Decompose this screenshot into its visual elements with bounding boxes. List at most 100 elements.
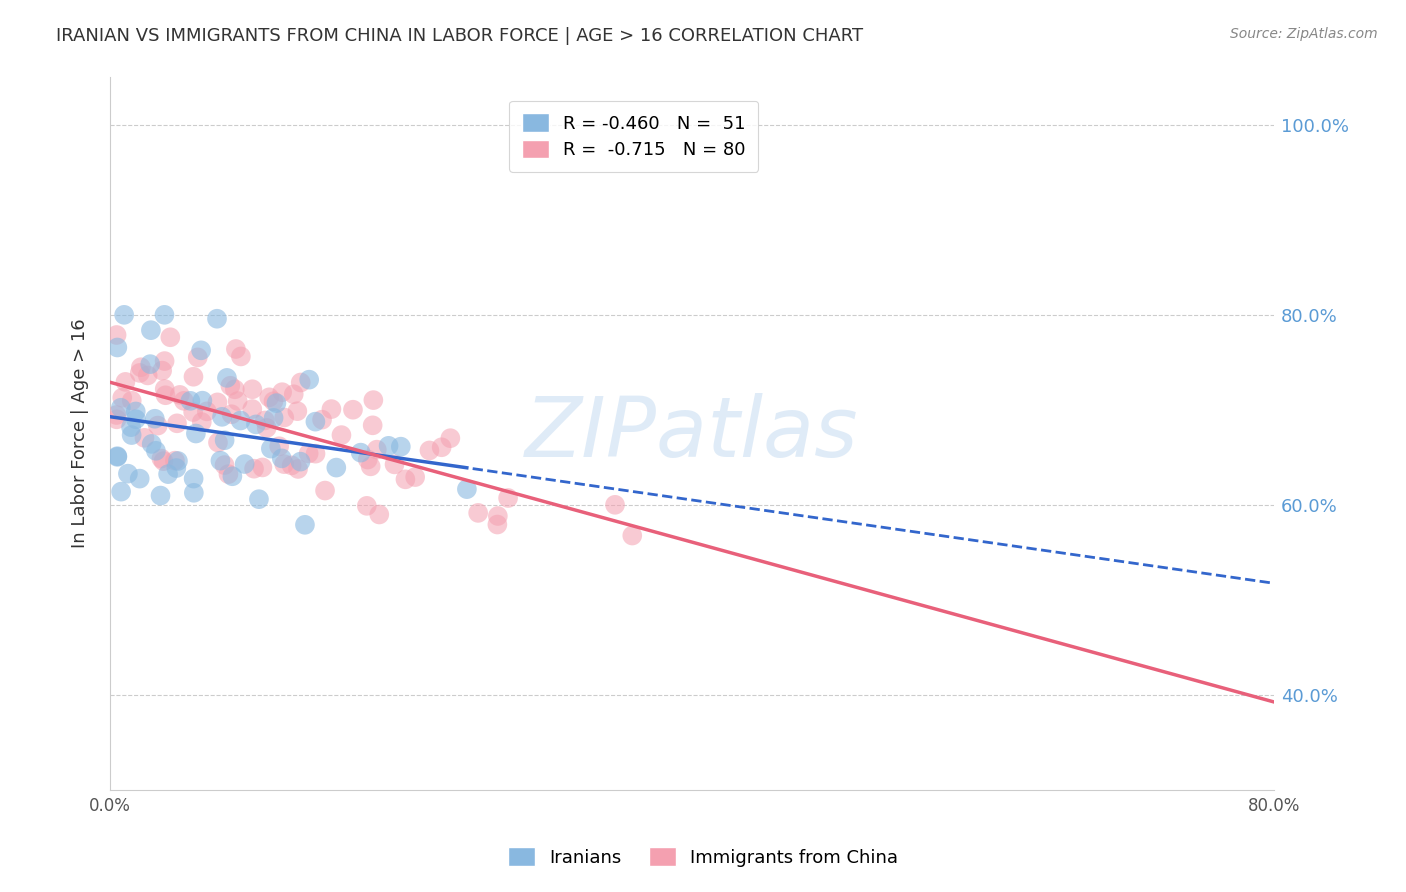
Immigrants from China bbox=[360, 459, 382, 474]
Immigrants from China bbox=[136, 368, 159, 383]
Immigrants from China bbox=[603, 498, 626, 512]
Immigrants from China bbox=[181, 405, 204, 419]
Immigrants from China bbox=[363, 393, 385, 408]
Immigrants from China bbox=[621, 528, 644, 542]
Text: ZIPatlas: ZIPatlas bbox=[526, 393, 859, 474]
Immigrants from China bbox=[418, 443, 440, 458]
Legend: Iranians, Immigrants from China: Iranians, Immigrants from China bbox=[501, 840, 905, 874]
Immigrants from China bbox=[153, 382, 176, 396]
Immigrants from China bbox=[195, 404, 218, 418]
Immigrants from China bbox=[214, 458, 236, 472]
Immigrants from China bbox=[134, 431, 156, 445]
Immigrants from China bbox=[183, 369, 205, 384]
Immigrants from China bbox=[128, 366, 150, 380]
Immigrants from China bbox=[253, 413, 276, 427]
Iranians bbox=[125, 404, 148, 418]
Immigrants from China bbox=[252, 460, 274, 475]
Iranians bbox=[165, 461, 187, 475]
Immigrants from China bbox=[430, 440, 453, 454]
Immigrants from China bbox=[169, 388, 191, 402]
Iranians bbox=[139, 323, 162, 337]
Iranians bbox=[247, 492, 270, 507]
Iranians bbox=[120, 420, 142, 434]
Immigrants from China bbox=[105, 412, 128, 426]
Immigrants from China bbox=[187, 351, 209, 365]
Legend: R = -0.460   N =  51, R =  -0.715   N = 80: R = -0.460 N = 51, R = -0.715 N = 80 bbox=[509, 101, 758, 172]
Immigrants from China bbox=[285, 404, 308, 418]
Iranians bbox=[263, 410, 285, 425]
Iranians bbox=[128, 472, 150, 486]
Iranians bbox=[260, 442, 283, 456]
Immigrants from China bbox=[114, 375, 136, 389]
Iranians bbox=[110, 401, 132, 415]
Immigrants from China bbox=[256, 421, 278, 435]
Iranians bbox=[149, 489, 172, 503]
Iranians bbox=[205, 311, 228, 326]
Iranians bbox=[294, 517, 316, 532]
Immigrants from China bbox=[229, 350, 252, 364]
Immigrants from China bbox=[304, 447, 326, 461]
Iranians bbox=[214, 434, 236, 448]
Iranians bbox=[233, 457, 256, 471]
Immigrants from China bbox=[330, 428, 353, 442]
Immigrants from China bbox=[439, 431, 461, 445]
Text: Source: ZipAtlas.com: Source: ZipAtlas.com bbox=[1230, 27, 1378, 41]
Immigrants from China bbox=[486, 508, 509, 523]
Iranians bbox=[125, 412, 148, 426]
Iranians bbox=[139, 357, 162, 371]
Iranians bbox=[141, 437, 163, 451]
Iranians bbox=[112, 308, 135, 322]
Immigrants from China bbox=[226, 394, 249, 409]
Immigrants from China bbox=[240, 402, 263, 417]
Immigrants from China bbox=[129, 360, 152, 375]
Iranians bbox=[145, 443, 167, 458]
Iranians bbox=[377, 439, 399, 453]
Immigrants from China bbox=[155, 388, 177, 402]
Iranians bbox=[179, 393, 201, 408]
Immigrants from China bbox=[271, 385, 294, 400]
Immigrants from China bbox=[384, 458, 406, 472]
Immigrants from China bbox=[257, 390, 280, 404]
Immigrants from China bbox=[321, 402, 343, 417]
Immigrants from China bbox=[153, 354, 176, 368]
Iranians bbox=[121, 428, 143, 442]
Iranians bbox=[298, 373, 321, 387]
Iranians bbox=[266, 396, 288, 410]
Immigrants from China bbox=[219, 378, 242, 392]
Immigrants from China bbox=[221, 407, 243, 421]
Immigrants from China bbox=[394, 472, 416, 486]
Immigrants from China bbox=[361, 418, 384, 433]
Immigrants from China bbox=[368, 508, 391, 522]
Immigrants from China bbox=[314, 483, 336, 498]
Immigrants from China bbox=[105, 408, 128, 422]
Immigrants from China bbox=[262, 394, 284, 409]
Iranians bbox=[105, 341, 128, 355]
Iranians bbox=[143, 411, 166, 425]
Iranians bbox=[183, 485, 205, 500]
Immigrants from China bbox=[342, 402, 364, 417]
Immigrants from China bbox=[121, 393, 143, 408]
Iranians bbox=[105, 449, 128, 463]
Immigrants from China bbox=[356, 499, 378, 513]
Iranians bbox=[167, 454, 190, 468]
Immigrants from China bbox=[207, 395, 229, 409]
Immigrants from China bbox=[191, 415, 214, 429]
Immigrants from China bbox=[467, 506, 489, 520]
Iranians bbox=[325, 460, 347, 475]
Immigrants from China bbox=[217, 467, 239, 481]
Immigrants from China bbox=[290, 376, 312, 390]
Immigrants from China bbox=[283, 387, 305, 401]
Immigrants from China bbox=[150, 363, 173, 377]
Immigrants from China bbox=[273, 457, 295, 471]
Iranians bbox=[270, 451, 292, 466]
Immigrants from China bbox=[366, 442, 388, 457]
Immigrants from China bbox=[404, 470, 426, 484]
Text: IRANIAN VS IMMIGRANTS FROM CHINA IN LABOR FORCE | AGE > 16 CORRELATION CHART: IRANIAN VS IMMIGRANTS FROM CHINA IN LABO… bbox=[56, 27, 863, 45]
Y-axis label: In Labor Force | Age > 16: In Labor Force | Age > 16 bbox=[72, 318, 89, 549]
Immigrants from China bbox=[242, 382, 264, 396]
Iranians bbox=[105, 450, 128, 464]
Immigrants from China bbox=[496, 491, 519, 505]
Immigrants from China bbox=[111, 391, 134, 405]
Immigrants from China bbox=[357, 452, 380, 467]
Iranians bbox=[153, 308, 176, 322]
